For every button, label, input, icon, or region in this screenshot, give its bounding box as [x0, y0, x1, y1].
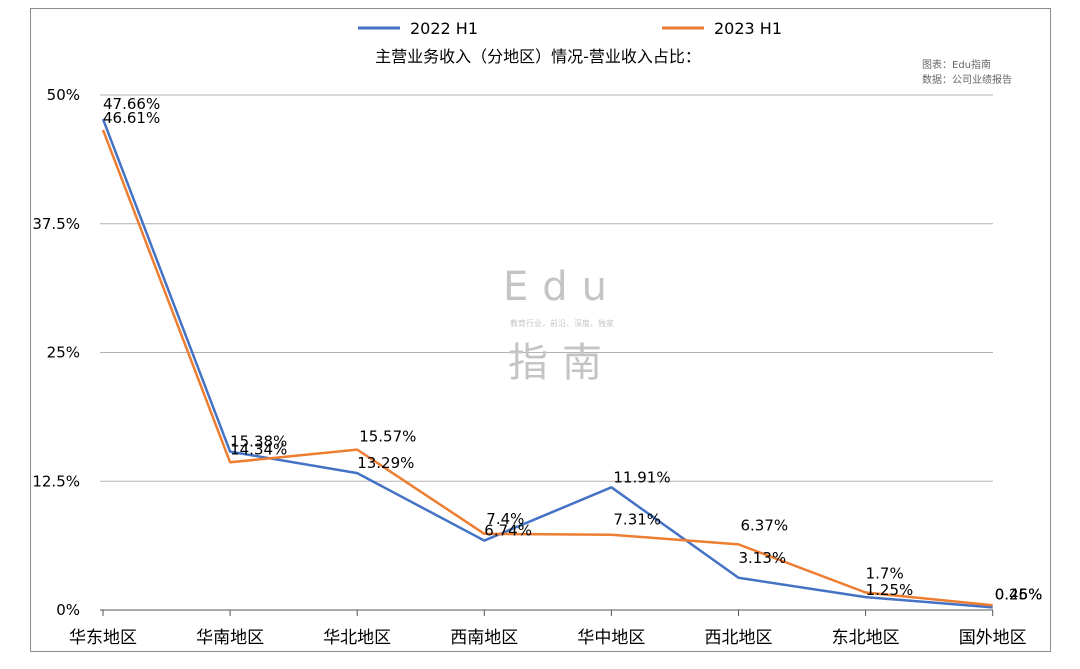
watermark-top: Edu — [503, 264, 621, 310]
legend-label-2023: 2023 H1 — [714, 19, 782, 38]
data-label: 6.74% — [484, 522, 532, 540]
legend-label-2022: 2022 H1 — [410, 19, 478, 38]
y-tick-label: 37.5% — [32, 215, 80, 233]
x-tick-label: 西南地区 — [450, 628, 518, 648]
data-label: 3.13% — [739, 549, 787, 567]
data-label: 47.66% — [103, 95, 160, 113]
data-label: 7.31% — [613, 511, 661, 529]
data-label: 11.91% — [613, 468, 670, 486]
y-axis: 0% 12.5% 25% 37.5% 50% — [32, 86, 80, 619]
x-tick-label: 华南地区 — [196, 628, 264, 648]
source-chart-credit: 图表：Edu指南 — [922, 58, 991, 71]
data-label: 7.4% — [486, 510, 524, 528]
watermark-bottom: 指南 — [508, 340, 616, 386]
x-tick-label: 华东地区 — [69, 628, 137, 648]
x-axis: 华东地区 华南地区 华北地区 西南地区 华中地区 西北地区 东北地区 国外地区 — [69, 610, 1027, 648]
y-tick-label: 0% — [56, 601, 80, 619]
data-label: 46.61% — [103, 109, 160, 127]
data-label: 15.38% — [230, 433, 287, 451]
source-data-credit: 数据：公司业绩报告 — [922, 73, 1012, 86]
x-tick-label: 东北地区 — [832, 628, 900, 648]
data-label: 1.7% — [866, 564, 904, 582]
data-label: 15.57% — [359, 428, 416, 446]
x-tick-label: 华北地区 — [323, 628, 391, 648]
data-labels: 47.66% 15.38% 13.29% 6.74% 11.91% 3.13% 1.25% 0… — [103, 95, 1042, 603]
y-tick-label: 50% — [47, 86, 80, 104]
x-tick-label: 西北地区 — [705, 628, 773, 648]
series-group — [101, 118, 993, 609]
data-label: 14.34% — [230, 440, 287, 458]
gridlines — [100, 94, 993, 611]
watermark-tagline: 教育行业，前沿、深度、独家 — [510, 318, 614, 328]
data-label: 0.25% — [995, 585, 1043, 603]
x-tick-label: 国外地区 — [959, 628, 1027, 648]
chart-title: 主营业务收入（分地区）情况-营业收入占比： — [375, 47, 701, 66]
legend: 2022 H1 2023 H1 — [358, 19, 782, 38]
series-line-2023-h1 — [101, 129, 993, 607]
y-tick-label: 12.5% — [32, 472, 80, 490]
data-label: 1.25% — [866, 581, 914, 599]
y-tick-label: 25% — [47, 344, 80, 362]
watermark: Edu 教育行业，前沿、深度、独家 指南 — [503, 264, 621, 386]
series-line-2022-h1 — [101, 118, 993, 609]
x-tick-label: 华中地区 — [577, 628, 645, 648]
data-label: 6.37% — [741, 516, 789, 534]
data-label: 0.46% — [995, 585, 1043, 603]
data-label: 13.29% — [357, 454, 414, 472]
chart-frame — [30, 8, 1051, 652]
